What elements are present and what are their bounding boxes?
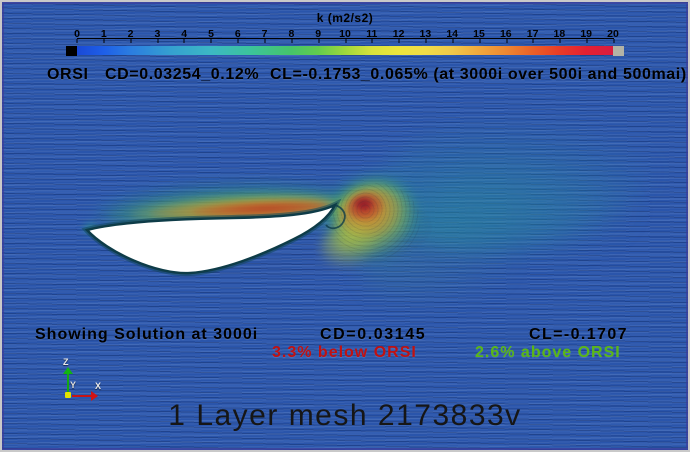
reference-cd-value: CD=0.03254_0.12% [105, 66, 260, 83]
colorbar[interactable]: k (m2/s2) 0 1 2 3 4 5 6 7 8 9 10 11 12 13 14 15 16 17 18 19… [66, 11, 624, 56]
colorbar-tick-label: 14 [446, 27, 459, 40]
colorbar-gradient [77, 46, 613, 55]
solution-cl-delta: 2.6% above ORSI [475, 344, 621, 361]
colorbar-axis [76, 38, 615, 45]
axis-z-arrow [67, 373, 69, 394]
colorbar-tick-mark [318, 39, 320, 43]
colorbar-tick-mark [452, 39, 454, 43]
colorbar-tick-label: 4 [181, 27, 188, 40]
airfoil-outline [84, 202, 338, 275]
colorbar-tick-label: 9 [315, 27, 322, 40]
colorbar-tick-mark [506, 39, 508, 43]
colorbar-tick-label: 20 [607, 27, 619, 40]
solution-cd-delta: 3.3% below ORSI [272, 344, 417, 361]
reference-cl-value: CL=-0.1753_0.065% (at 3000i over 500i an… [270, 66, 687, 83]
colorbar-tick-label: 12 [392, 27, 405, 40]
mesh-title: 1 Layer mesh 2173833v [168, 399, 522, 432]
vortex-swirl-texture [332, 183, 420, 259]
colorbar-tick-mark [398, 39, 400, 43]
colorbar-tick-mark [291, 39, 293, 43]
colorbar-tick-mark [613, 39, 615, 43]
colorbar-tick-mark [103, 39, 105, 43]
colorbar-tick-label: 15 [473, 27, 485, 40]
colorbar-tick-mark [532, 39, 534, 43]
colorbar-tick-mark [157, 39, 159, 43]
axis-x-arrow [72, 395, 92, 397]
colorbar-tick-label: 8 [288, 27, 295, 40]
trailing-edge-shear-curl [325, 204, 346, 230]
colorbar-tick-label: 13 [419, 27, 432, 40]
colorbar-tick-mark [479, 39, 481, 43]
colorbar-tick-label: 16 [499, 27, 512, 40]
colorbar-tick-label: 17 [526, 27, 539, 40]
colorbar-tick-label: 1 [100, 27, 107, 40]
colorbar-tick-mark [586, 39, 588, 43]
axis-z-label: Z [63, 357, 69, 367]
axes-triad: Z Y X [46, 357, 104, 406]
colorbar-tick-mark [559, 39, 561, 43]
solution-status: Showing Solution at 3000i [35, 326, 259, 343]
wake-vortex-core [354, 197, 373, 210]
colorbar-tick-labels: 0 1 2 3 4 5 6 7 8 9 10 11 12 13 14 15 16 17 18 19 20 [74, 26, 619, 40]
colorbar-tick-label: 6 [234, 27, 241, 40]
colorbar-tick-mark [371, 39, 373, 43]
axis-z-arrowhead-icon [63, 367, 73, 374]
colorbar-tick-label: 0 [74, 27, 80, 40]
colorbar-tick-label: 7 [261, 27, 268, 40]
colorbar-tick-mark [237, 39, 239, 43]
colorbar-tick-mark [425, 39, 427, 43]
reference-label: ORSI [47, 66, 89, 83]
colorbar-tick-mark [210, 39, 212, 43]
colorbar-tick-label: 19 [580, 27, 593, 40]
solution-cl-value: CL=-0.1707 [529, 326, 628, 343]
colorbar-tick-mark [76, 39, 78, 43]
axis-origin-marker [65, 392, 71, 398]
wake-plume-diffuse [422, 150, 647, 270]
solution-cd-value: CD=0.03145 [320, 326, 427, 343]
colorbar-below-range-swatch [66, 45, 77, 56]
colorbar-tick-mark [183, 39, 185, 43]
colorbar-tick-label: 11 [366, 27, 378, 40]
colorbar-tick-label: 5 [208, 27, 214, 40]
airfoil-body [81, 198, 346, 277]
colorbar-tick-label: 18 [553, 27, 566, 40]
axis-x-arrowhead-icon [91, 391, 98, 401]
colorbar-tick-label: 10 [339, 27, 351, 40]
colorbar-tick-mark [130, 39, 132, 43]
colorbar-title: k (m2/s2) [316, 11, 374, 25]
colorbar-tick-label: 3 [154, 27, 161, 40]
axis-x-label: X [95, 381, 102, 391]
colorbar-tick-mark [345, 39, 346, 43]
colorbar-tick-mark [264, 39, 266, 43]
colorbar-above-range-swatch [613, 45, 624, 56]
colorbar-tick-label: 2 [127, 27, 134, 40]
axis-y-label: Y [70, 380, 77, 390]
